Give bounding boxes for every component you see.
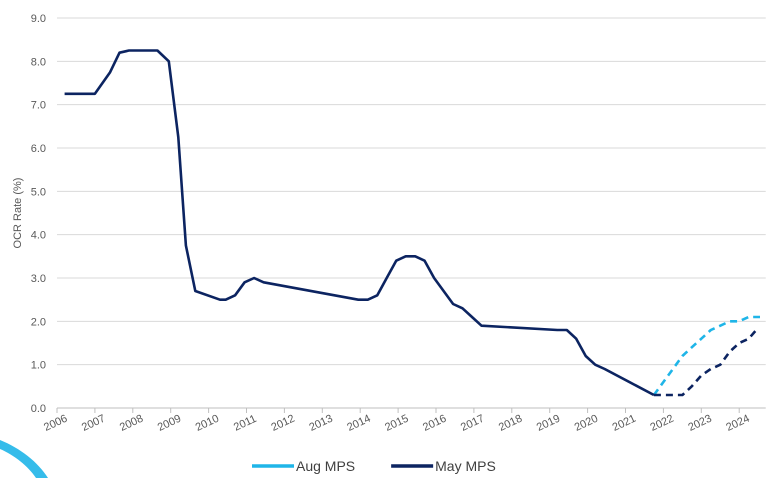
x-tick-label: 2011 [232,413,259,434]
series-line [65,51,654,396]
legend-label: Aug MPS [296,458,355,474]
y-tick-label: 6.0 [31,143,46,155]
x-tick-label: 2007 [80,413,107,434]
legend: Aug MPS May MPS [252,458,496,474]
y-tick-label: 0.0 [31,403,46,415]
x-tick-label: 2013 [307,413,334,434]
x-tick-label: 2018 [497,413,524,434]
y-tick-label: 3.0 [31,273,46,285]
x-tick-label: 2019 [535,413,562,434]
series-line [654,330,756,395]
y-tick-label: 7.0 [31,100,46,112]
legend-label: May MPS [435,458,496,474]
chart: OCR Rate (%) Aug MPS May MPS 0.0 1.0 2.0 3.0… [0,0,771,478]
y-tick-label: 9.0 [31,13,46,25]
y-tick-label: 8.0 [31,56,46,68]
decorative-swoosh [0,440,48,478]
y-tick-label: 2.0 [31,316,46,328]
y-tick-label: 1.0 [31,360,46,372]
x-tick-label: 2014 [345,413,372,434]
x-tick-label: 2023 [686,413,713,434]
x-tick-label: 2009 [156,413,183,434]
x-tick-label: 2006 [42,413,69,434]
x-tick-label: 2020 [573,413,600,434]
x-tick-label: 2016 [421,413,448,434]
x-tick-label: 2012 [270,413,297,434]
x-tick-label: 2021 [611,413,638,434]
x-tick-label: 2015 [383,413,410,434]
x-tick-label: 2017 [459,413,486,434]
x-tick-label: 2024 [724,413,751,434]
y-tick-label: 4.0 [31,230,46,242]
y-axis-label: OCR Rate (%) [12,178,24,249]
x-tick-label: 2008 [118,413,145,434]
series-line [654,317,760,395]
y-tick-label: 5.0 [31,186,46,198]
x-tick-label: 2022 [649,413,676,434]
x-tick-label: 2010 [194,413,221,434]
